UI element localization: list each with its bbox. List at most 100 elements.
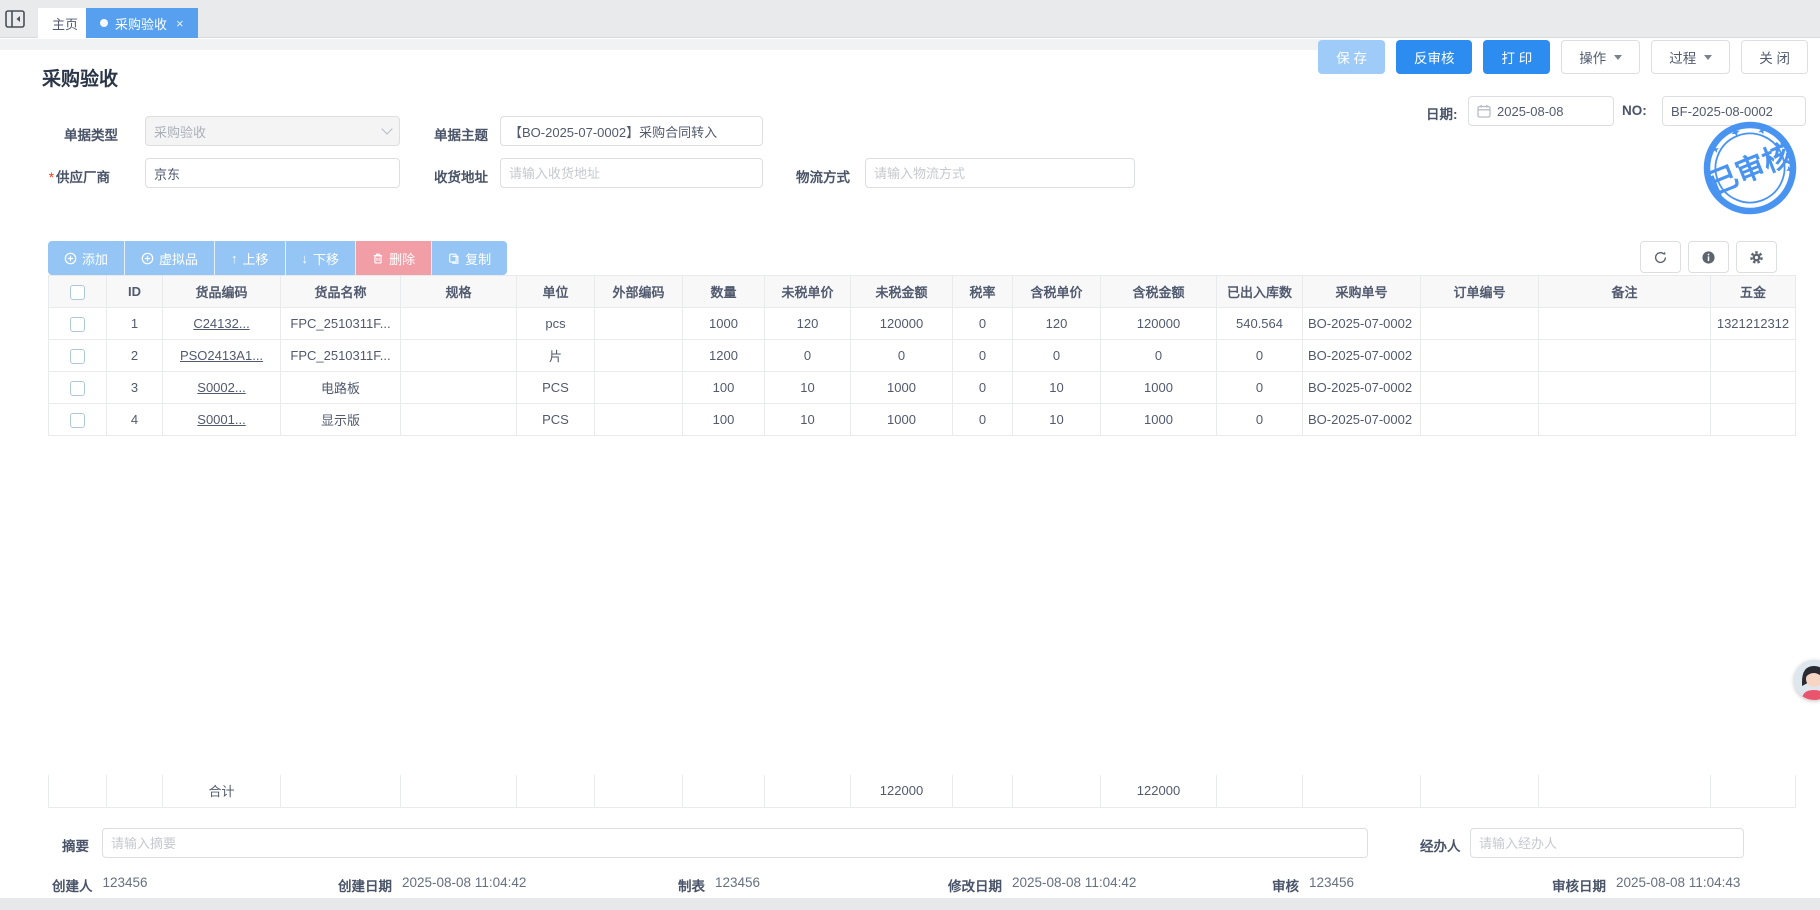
column-header[interactable]: 未税单价 <box>764 275 851 308</box>
grid-cell: pcs <box>516 307 595 340</box>
circle-plus-icon <box>141 252 154 264</box>
unaudit-button[interactable]: 反审核 <box>1395 40 1473 74</box>
totals-cell <box>1302 775 1421 808</box>
grid-cell: 电路板 <box>280 371 401 404</box>
items-grid: ID 货品编码 货品名称 规格 单位 外部编码 数量 未税单价 未税金额 税率 含税单价 含税金额 已出… <box>48 275 1796 808</box>
info-icon <box>1702 250 1715 264</box>
move-up-button[interactable]: ↑ 上移 <box>215 241 286 275</box>
grid-cell: 120000 <box>1100 307 1217 340</box>
item-code-link[interactable]: C24132... <box>193 316 250 331</box>
grid-cell: 1 <box>106 307 163 340</box>
tab-home[interactable]: 主页 <box>38 8 93 38</box>
column-header[interactable]: 备注 <box>1538 275 1711 308</box>
column-header[interactable]: 订单编号 <box>1420 275 1539 308</box>
delete-row-button[interactable]: 删除 <box>356 241 433 275</box>
move-down-button[interactable]: ↓ 下移 <box>285 241 357 275</box>
refresh-button[interactable] <box>1640 241 1681 273</box>
row-checkbox[interactable] <box>70 316 85 332</box>
add-row-button[interactable]: 添加 <box>48 241 126 275</box>
column-header[interactable]: 货品名称 <box>280 275 401 308</box>
grid-cell: 2 <box>106 339 163 372</box>
required-asterisk: * <box>48 170 54 185</box>
grid-cell <box>1538 403 1711 436</box>
totals-cell: 122000 <box>1100 775 1217 808</box>
assistant-avatar[interactable] <box>1794 660 1820 700</box>
item-code-link[interactable]: PSO2413A1... <box>179 348 264 363</box>
sidebar-collapse-icon[interactable] <box>5 10 25 28</box>
column-header[interactable]: 已出入库数 <box>1216 275 1303 308</box>
column-header[interactable]: ID <box>106 275 163 308</box>
print-button[interactable]: 打 印 <box>1483 40 1551 74</box>
grid-cell <box>400 403 517 436</box>
table-row[interactable]: 4 S0001... 显示版 PCS 100 10 1000 0 10 1000 0 BO-2025-… <box>48 403 1796 436</box>
address-input[interactable] <box>500 158 763 188</box>
summary-input[interactable] <box>102 828 1368 858</box>
item-code-cell: PSO2413A1... <box>162 339 281 372</box>
footer-item-label: 制表 <box>678 879 705 894</box>
table-row[interactable]: 3 S0002... 电路板 PCS 100 10 1000 0 10 1000 0 BO-2025-… <box>48 371 1796 404</box>
grid-cell: 1000 <box>850 371 953 404</box>
grid-cell <box>594 403 683 436</box>
item-code-link[interactable]: S0002... <box>197 380 246 395</box>
footer-item-value: 2025-08-08 11:04:43 <box>1616 875 1741 890</box>
column-header[interactable]: 规格 <box>400 275 517 308</box>
footer-item-label: 创建日期 <box>338 879 392 894</box>
row-checkbox[interactable] <box>70 380 85 396</box>
stamp-text: 已审核 <box>1704 137 1797 201</box>
doc-type-select[interactable]: 采购验收 <box>145 116 400 146</box>
supplier-input[interactable] <box>145 158 400 188</box>
grid-cell: FPC_2510311F... <box>280 307 401 340</box>
operate-dropdown-button[interactable]: 操作 <box>1561 40 1641 74</box>
grid-cell: PCS <box>516 403 595 436</box>
process-dropdown-button[interactable]: 过程 <box>1651 40 1731 74</box>
column-header[interactable]: 采购单号 <box>1302 275 1421 308</box>
grid-cell <box>1420 403 1539 436</box>
logistics-input[interactable] <box>865 158 1135 188</box>
doc-no-value: BF-2025-08-0002 <box>1671 103 1773 119</box>
grid-cell <box>1710 339 1796 372</box>
subject-input[interactable] <box>500 116 763 146</box>
row-checkbox[interactable] <box>70 348 85 364</box>
footer-item-label: 审核日期 <box>1552 879 1606 894</box>
date-input[interactable]: 2025-08-08 <box>1468 96 1614 126</box>
close-button[interactable]: 关 闭 <box>1741 40 1808 74</box>
grid-cell: 540.564 <box>1216 307 1303 340</box>
operate-label: 操作 <box>1579 51 1607 66</box>
totals-cell <box>280 775 401 808</box>
select-all-checkbox[interactable] <box>70 284 85 300</box>
info-button[interactable] <box>1688 241 1729 273</box>
save-button[interactable]: 保 存 <box>1318 40 1385 74</box>
virtual-label: 虚拟品 <box>159 251 199 267</box>
grid-empty-space <box>48 436 1795 775</box>
column-header[interactable]: 外部编码 <box>594 275 683 308</box>
tab-home-label: 主页 <box>52 16 79 32</box>
column-header[interactable]: 含税单价 <box>1012 275 1101 308</box>
column-header[interactable]: 税率 <box>952 275 1013 308</box>
column-header[interactable]: 单位 <box>516 275 595 308</box>
date-value: 2025-08-08 <box>1497 103 1564 119</box>
doc-no-input[interactable]: BF-2025-08-0002 <box>1662 96 1806 126</box>
add-virtual-item-button[interactable]: 虚拟品 <box>125 241 216 275</box>
column-header[interactable]: 含税金额 <box>1100 275 1217 308</box>
stamp-stars-icon <box>1712 127 1793 197</box>
grid-cell <box>1710 403 1796 436</box>
agent-input[interactable] <box>1470 828 1744 858</box>
table-row[interactable]: 1 C24132... FPC_2510311F... pcs 1000 120 12000… <box>48 307 1796 340</box>
settings-button[interactable] <box>1736 241 1777 273</box>
totals-cell <box>1538 775 1711 808</box>
summary-label: 摘要 <box>62 839 89 854</box>
tab-close-icon[interactable]: × <box>176 15 184 31</box>
row-checkbox[interactable] <box>70 412 85 428</box>
totals-row: 合计 122000 122000 <box>48 775 1796 808</box>
table-row[interactable]: 2 PSO2413A1... FPC_2510311F... 片 1200 0 0 0 0 0 0 B… <box>48 339 1796 372</box>
item-code-link[interactable]: S0001... <box>197 412 246 427</box>
po-number-cell: BO-2025-07-0002 <box>1302 339 1421 372</box>
copy-row-button[interactable]: 复制 <box>432 241 508 275</box>
totals-cell <box>106 775 163 808</box>
person-icon <box>1794 660 1820 700</box>
column-header[interactable]: 货品编码 <box>162 275 281 308</box>
column-header[interactable]: 数量 <box>682 275 765 308</box>
column-header[interactable]: 五金 <box>1710 275 1796 308</box>
column-header[interactable]: 未税金额 <box>850 275 953 308</box>
tab-purchase-receiving[interactable]: 采购验收 × <box>86 8 198 38</box>
